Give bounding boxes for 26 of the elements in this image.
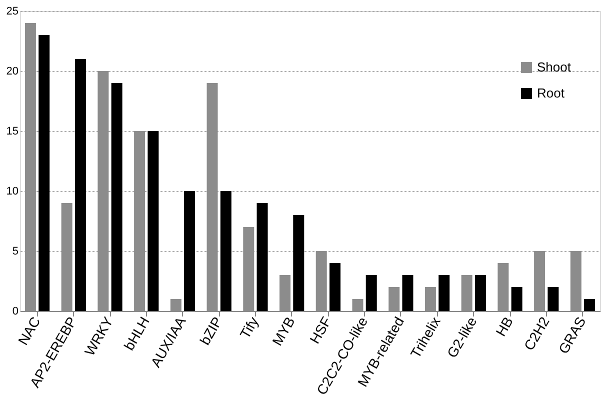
- bar: [402, 275, 414, 311]
- bar: [474, 275, 486, 311]
- bar: [330, 263, 340, 311]
- bar: [438, 275, 450, 311]
- y-tick-label: 10: [6, 186, 18, 198]
- bar: [220, 191, 232, 311]
- bar: [584, 299, 596, 311]
- bar: [184, 191, 196, 311]
- y-tick-label: 0: [12, 306, 18, 318]
- bar: [511, 287, 522, 311]
- legend-label: Shoot: [537, 60, 572, 74]
- bar: [74, 59, 86, 311]
- y-tick-label: 25: [6, 6, 18, 18]
- bar: [148, 131, 159, 311]
- y-tick-label: 20: [6, 66, 18, 78]
- x-tick-label: Tify: [236, 314, 262, 342]
- bar: [293, 215, 304, 311]
- bar: [256, 203, 268, 311]
- bar: [111, 83, 122, 311]
- legend-label: Root: [537, 86, 565, 100]
- bar: [38, 35, 50, 311]
- y-tick-label: 15: [6, 126, 18, 138]
- x-tick-label: HB: [492, 314, 516, 339]
- y-tick-label: 5: [12, 246, 18, 258]
- bar: [548, 287, 559, 311]
- bar: [366, 275, 377, 311]
